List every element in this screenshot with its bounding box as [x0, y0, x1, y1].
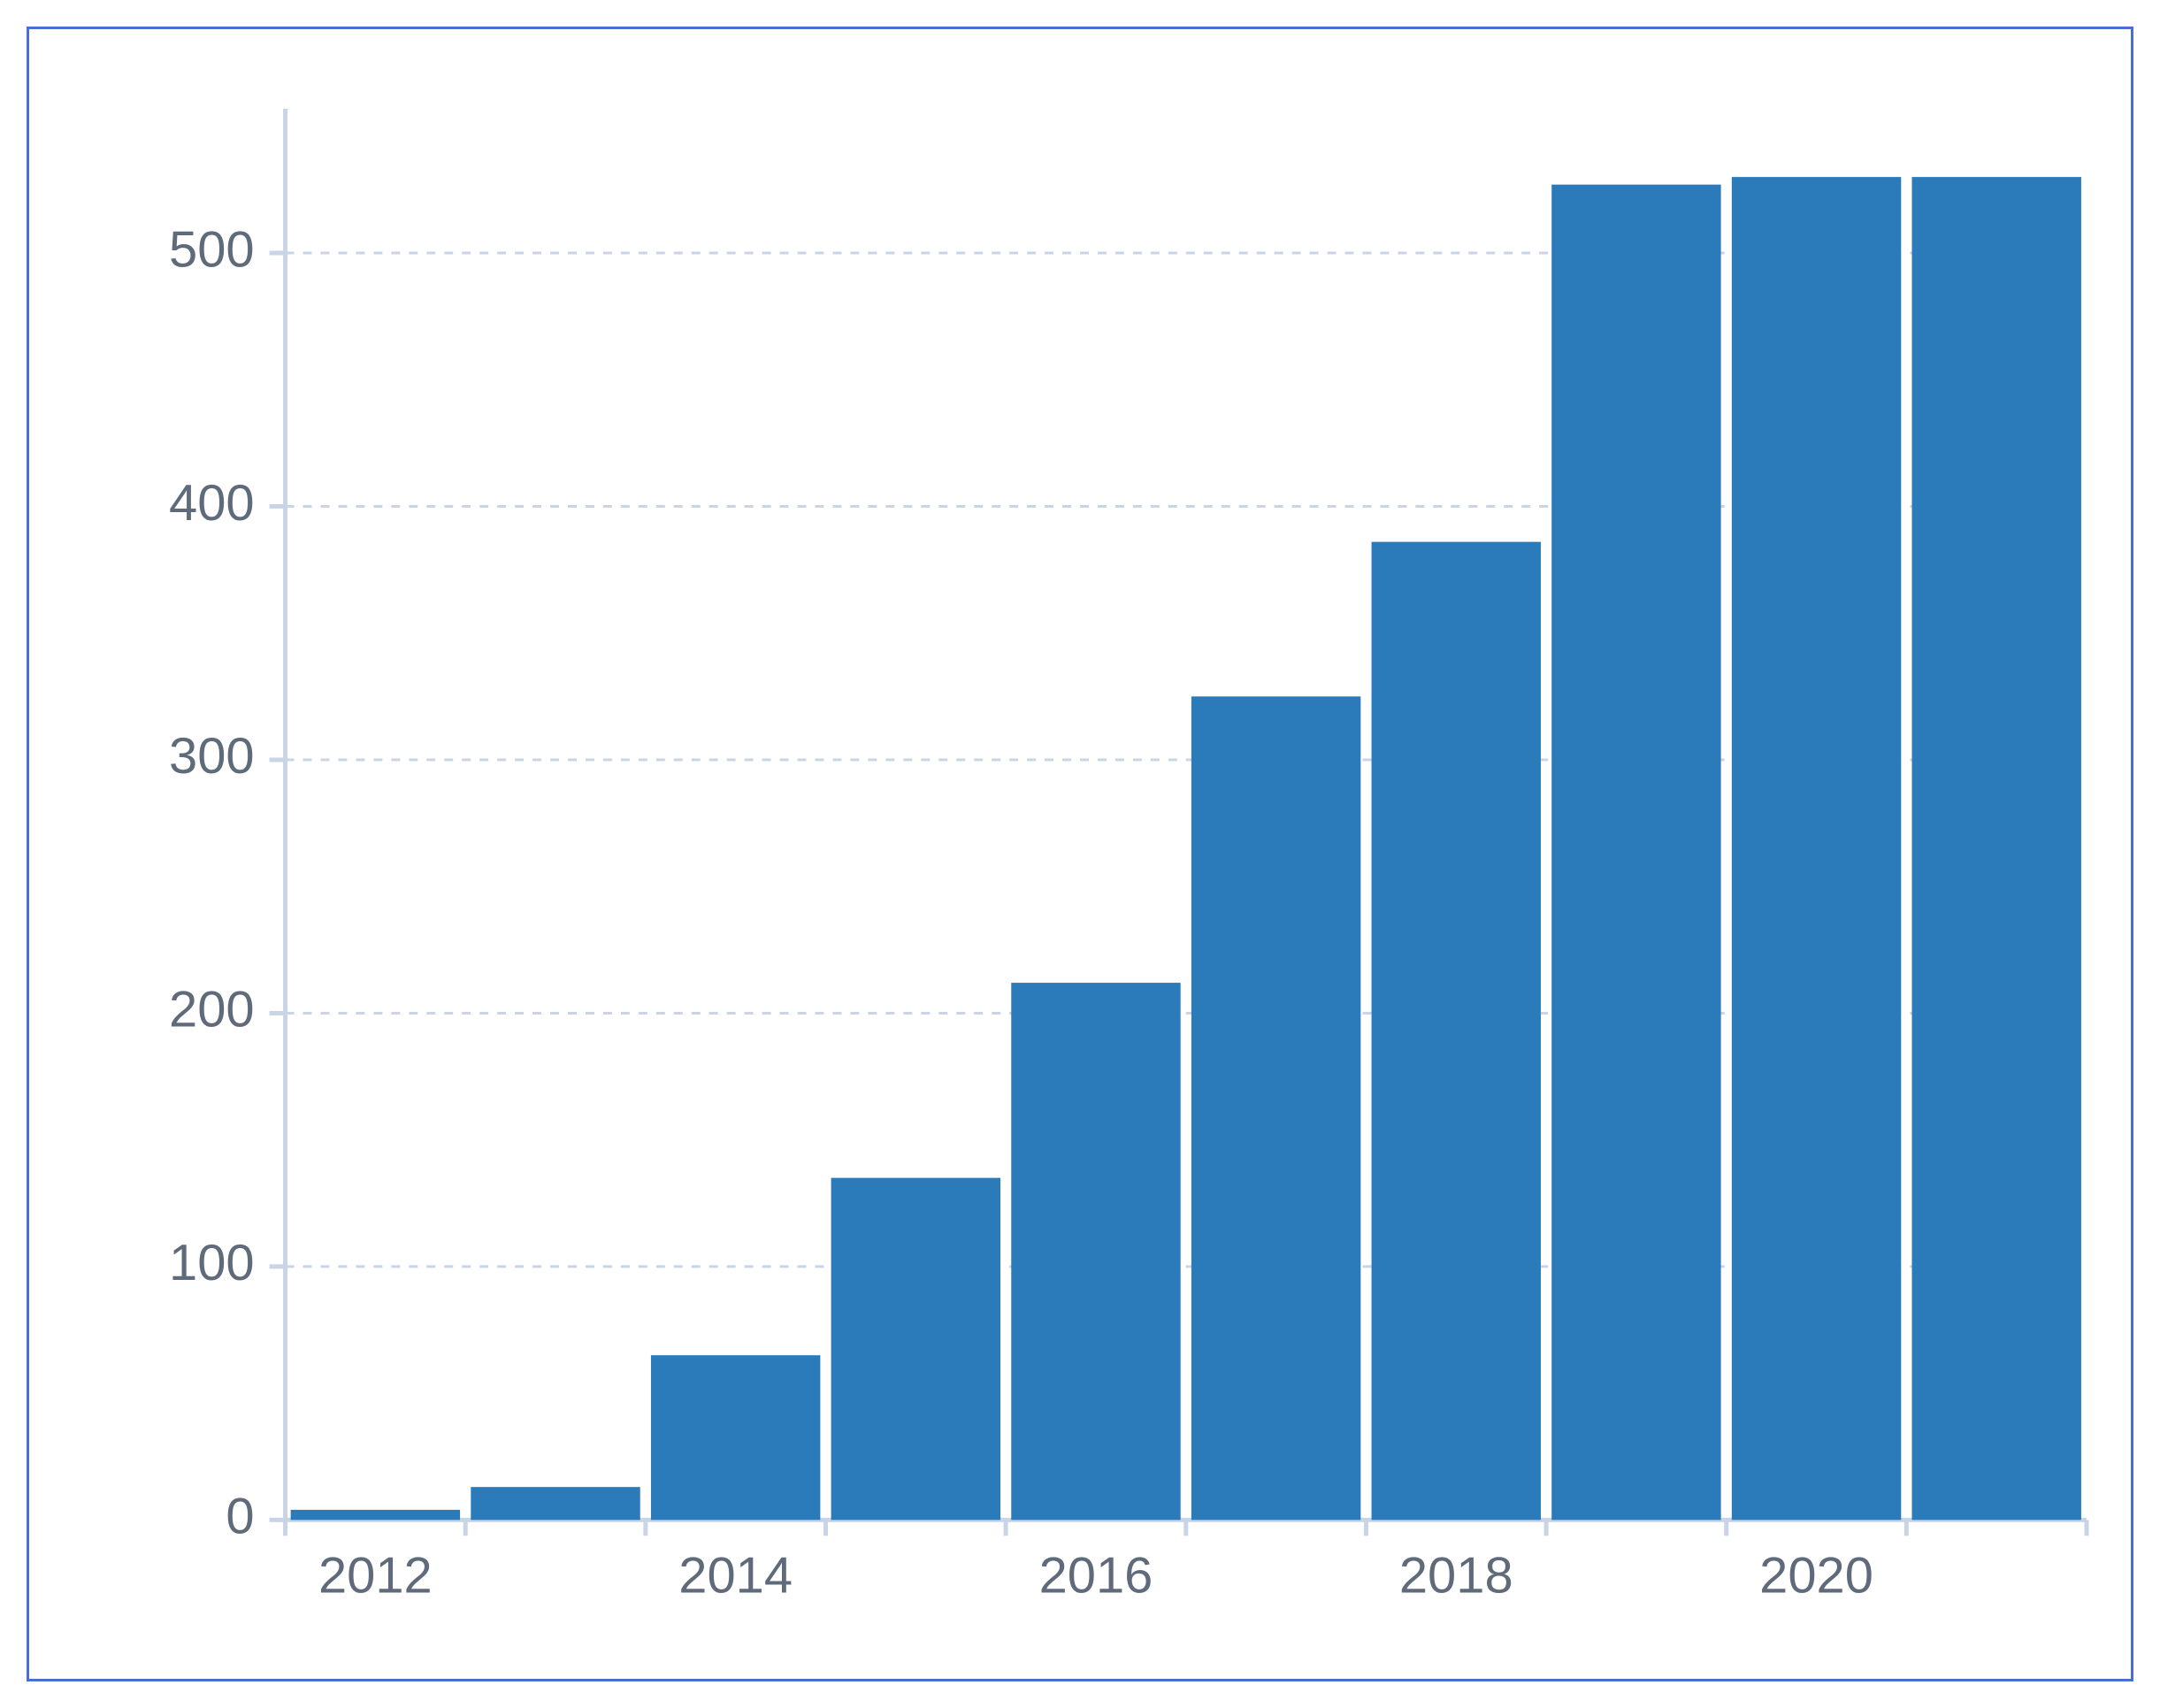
y-tick-label: 100 [169, 1235, 255, 1291]
bar [1372, 542, 1541, 1520]
x-tick-label: 2018 [1399, 1547, 1513, 1604]
bar [1011, 983, 1180, 1520]
y-tick-labels: 0 100 200 300 400 500 [169, 221, 286, 1544]
bar [471, 1487, 640, 1520]
bar-chart: 0 100 200 300 400 500 2012 2014 2016 2018 2020 [56, 65, 2104, 1643]
bars [291, 177, 2081, 1520]
bar [831, 1178, 1000, 1520]
x-tick-label: 2016 [1039, 1547, 1153, 1604]
y-tick-label: 200 [169, 982, 255, 1038]
x-tick-label: 2012 [318, 1547, 433, 1604]
bar [1911, 177, 2080, 1520]
y-tick-label: 300 [169, 728, 255, 785]
y-tick-label: 0 [226, 1489, 254, 1545]
bar [291, 1510, 460, 1520]
bar [1551, 185, 1720, 1520]
bar [1732, 177, 1901, 1520]
x-tick-label: 2014 [678, 1547, 793, 1604]
outer-frame: 0 100 200 300 400 500 2012 2014 2016 2018 2020 [0, 0, 2160, 1708]
x-tick-marks [286, 1520, 2087, 1536]
x-tick-label: 2020 [1759, 1547, 1873, 1604]
chart-frame: 0 100 200 300 400 500 2012 2014 2016 2018 2020 [27, 27, 2133, 1681]
y-tick-label: 400 [169, 475, 255, 532]
bar [651, 1355, 820, 1520]
y-tick-label: 500 [169, 221, 255, 278]
x-tick-labels: 2012 2014 2016 2018 2020 [318, 1547, 1873, 1604]
bar [1191, 696, 1360, 1520]
